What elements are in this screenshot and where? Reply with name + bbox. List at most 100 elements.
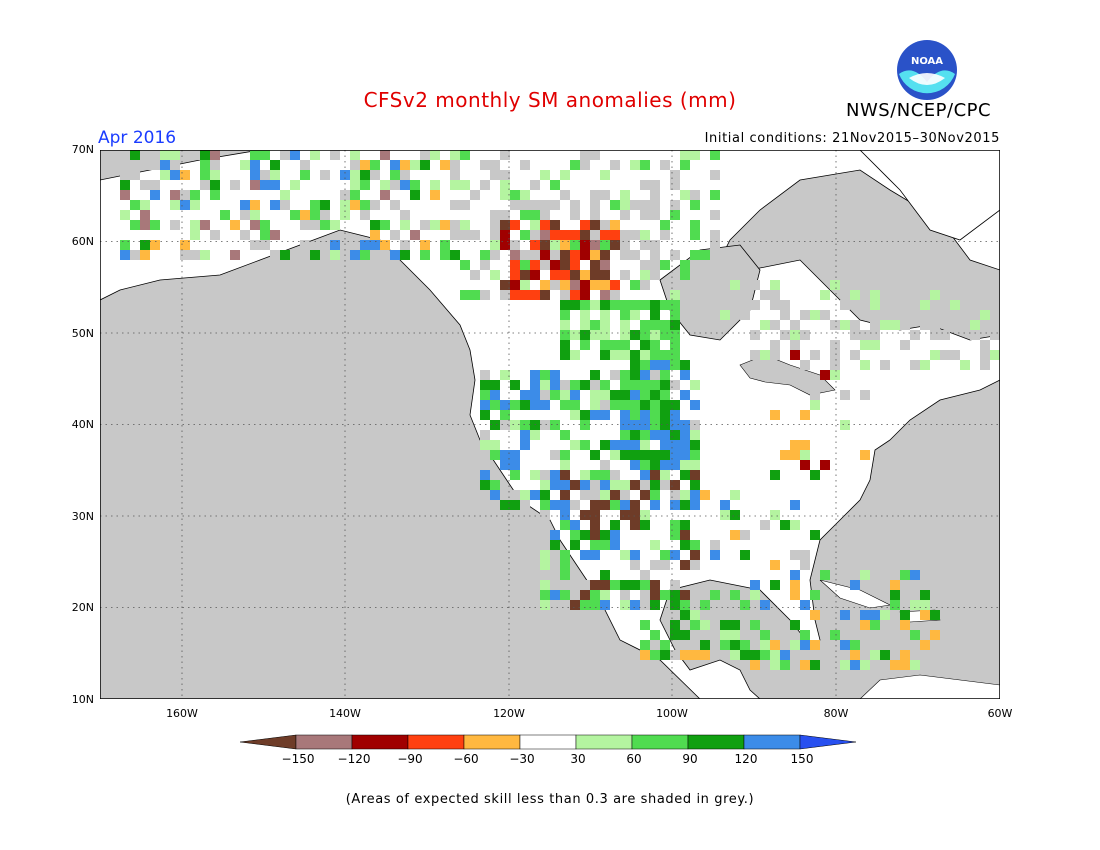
anomaly-cell (300, 250, 310, 260)
anomaly-cell (730, 630, 740, 640)
lat-label-40n: 40N (71, 418, 94, 431)
anomaly-cell (840, 660, 850, 670)
anomaly-cell (850, 350, 860, 360)
anomaly-cell (690, 460, 700, 470)
anomaly-cell (670, 650, 680, 660)
anomaly-cell (340, 210, 350, 220)
anomaly-cell (400, 250, 410, 260)
anomaly-cell (440, 240, 450, 250)
anomaly-cell (640, 340, 650, 350)
anomaly-cell (880, 610, 890, 620)
anomaly-cell (610, 520, 620, 530)
anomaly-cell (640, 200, 650, 210)
anomaly-cell (590, 480, 600, 490)
anomaly-cell (660, 550, 670, 560)
anomaly-cell (510, 400, 520, 410)
anomaly-cell (770, 650, 780, 660)
anomaly-cell (490, 480, 500, 490)
anomaly-cell (180, 170, 190, 180)
anomaly-cell (750, 590, 760, 600)
lat-label-20n: 20N (71, 601, 94, 614)
anomaly-cell (510, 280, 520, 290)
anomaly-cell (130, 250, 140, 260)
anomaly-cell (920, 360, 930, 370)
anomaly-cell (460, 150, 470, 160)
anomaly-cell (620, 450, 630, 460)
lon-label-140w: 140W (329, 707, 361, 720)
anomaly-cell (920, 590, 930, 600)
anomaly-cell (500, 280, 510, 290)
anomaly-cell (620, 200, 630, 210)
anomaly-cell (430, 190, 440, 200)
anomaly-cell (550, 480, 560, 490)
anomaly-cell (250, 210, 260, 220)
anomaly-cell (690, 470, 700, 480)
anomaly-cell (750, 620, 760, 630)
anomaly-cell (660, 480, 670, 490)
anomaly-cell (360, 160, 370, 170)
lon-label-100w: 100W (656, 707, 688, 720)
anomaly-cell (830, 370, 840, 380)
anomaly-cell (990, 310, 1000, 320)
anomaly-cell (660, 460, 670, 470)
anomaly-cell (600, 260, 610, 270)
anomaly-cell (580, 550, 590, 560)
anomaly-cell (420, 250, 430, 260)
anomaly-cell (640, 380, 650, 390)
anomaly-cell (810, 660, 820, 670)
anomaly-cell (560, 230, 570, 240)
anomaly-cell (690, 600, 700, 610)
anomaly-cell (170, 190, 180, 200)
anomaly-cell (630, 450, 640, 460)
anomaly-cell (650, 650, 660, 660)
anomaly-cell (630, 200, 640, 210)
anomaly-cell (540, 250, 550, 260)
anomaly-cell (830, 350, 840, 360)
anomaly-cell (590, 490, 600, 500)
anomaly-cell (280, 250, 290, 260)
anomaly-cell (570, 250, 580, 260)
anomaly-cell (310, 250, 320, 260)
anomaly-cell (460, 200, 470, 210)
anomaly-cell (850, 320, 860, 330)
anomaly-cell (760, 600, 770, 610)
anomaly-cell (120, 210, 130, 220)
anomaly-cell (620, 370, 630, 380)
anomaly-cell (690, 480, 700, 490)
anomaly-cell (540, 220, 550, 230)
anomaly-cell (500, 460, 510, 470)
anomaly-cell (690, 200, 700, 210)
anomaly-cell (630, 510, 640, 520)
anomaly-cell (850, 660, 860, 670)
anomaly-cell (200, 250, 210, 260)
anomaly-cell (620, 430, 630, 440)
anomaly-cell (720, 500, 730, 510)
anomaly-cell (600, 480, 610, 490)
agency-label: NWS/NCEP/CPC (846, 100, 992, 121)
anomaly-cell (480, 380, 490, 390)
anomaly-cell (120, 180, 130, 190)
anomaly-cell (780, 450, 790, 460)
anomaly-cell (470, 190, 480, 200)
anomaly-cell (500, 500, 510, 510)
anomaly-cell (600, 190, 610, 200)
anomaly-cell (560, 490, 570, 500)
anomaly-cell (690, 620, 700, 630)
anomaly-cell (610, 480, 620, 490)
anomaly-cell (560, 290, 570, 300)
anomaly-cell (520, 160, 530, 170)
anomaly-cell (500, 400, 510, 410)
anomaly-cell (770, 300, 780, 310)
anomaly-cell (740, 530, 750, 540)
anomaly-cell (580, 300, 590, 310)
anomaly-cell (630, 410, 640, 420)
anomaly-cell (320, 170, 330, 180)
anomaly-cell (250, 200, 260, 210)
colorbar-label: 60 (626, 752, 642, 766)
anomaly-cell (540, 390, 550, 400)
anomaly-cell (480, 440, 490, 450)
anomaly-cell (600, 460, 610, 470)
anomaly-cell (640, 510, 650, 520)
anomaly-cell (490, 420, 500, 430)
anomaly-cell (630, 520, 640, 530)
